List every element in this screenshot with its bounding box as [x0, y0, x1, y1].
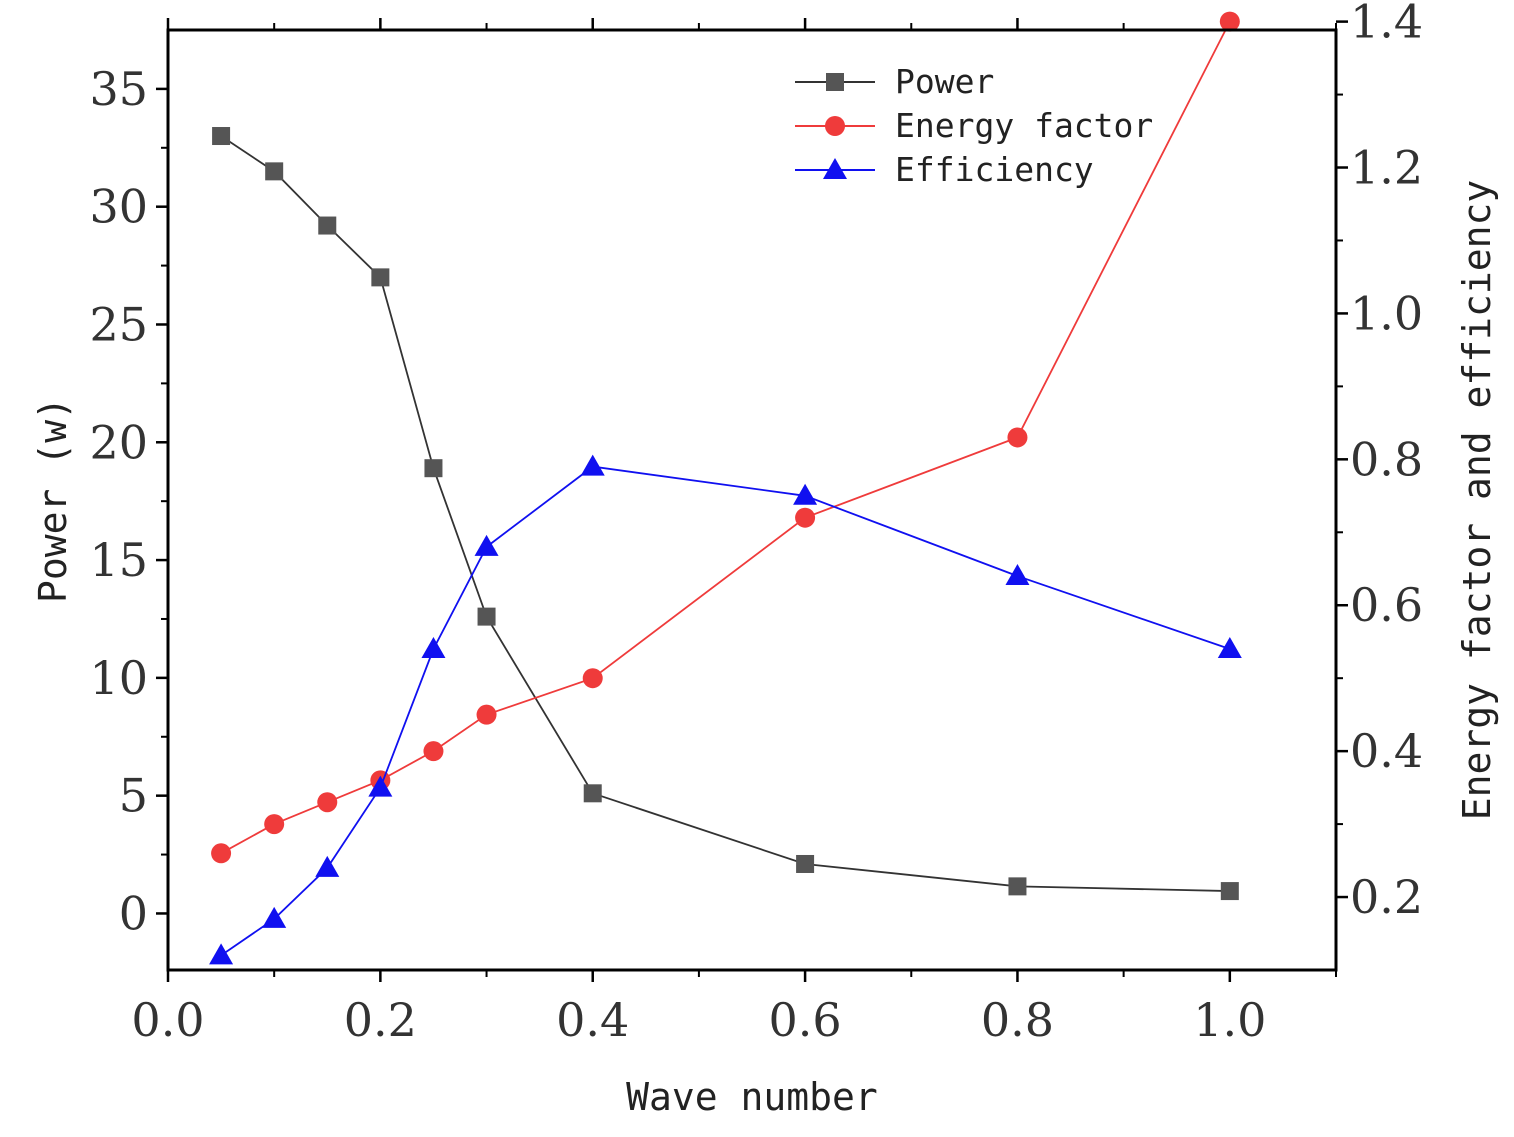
legend-label: Energy factor — [895, 106, 1153, 145]
y-left-tick-label: 25 — [89, 297, 148, 351]
y-left-tick-label: 10 — [89, 651, 148, 705]
x-axis-title: Wave number — [626, 1075, 878, 1119]
x-tick-label: 0.4 — [556, 993, 629, 1047]
x-tick-label: 1.0 — [1193, 993, 1266, 1047]
data-point — [315, 855, 340, 877]
data-point — [421, 637, 446, 659]
y-axis-right-title: Energy factor and efficiency — [1455, 180, 1499, 821]
y-right-tick-label: 0.4 — [1350, 724, 1423, 778]
series-line — [220, 135, 1230, 892]
data-point — [1008, 877, 1027, 896]
legend-item: Power — [795, 62, 994, 101]
data-point — [368, 775, 393, 797]
data-point — [476, 704, 497, 725]
y-right-tick-label: 1.2 — [1350, 141, 1423, 195]
y-right-tick-label: 1.4 — [1350, 0, 1423, 49]
data-point — [424, 459, 443, 478]
data-point — [1217, 637, 1242, 659]
y-left-tick-label: 0 — [119, 886, 148, 940]
y-left-tick-label: 20 — [89, 415, 148, 469]
legend-label: Power — [895, 62, 994, 101]
data-point — [1220, 882, 1239, 901]
series-energy-factor — [211, 11, 1240, 864]
data-point — [318, 216, 337, 235]
data-point — [265, 162, 284, 181]
data-point — [580, 454, 605, 476]
data-point — [582, 668, 603, 689]
y-right-tick-label: 0.8 — [1350, 432, 1423, 486]
data-point — [1219, 11, 1240, 32]
data-point — [796, 854, 815, 873]
data-point — [1007, 427, 1028, 448]
y-left-tick-label: 15 — [89, 533, 148, 587]
data-point — [477, 607, 496, 626]
y-left-tick-label: 35 — [89, 62, 148, 116]
y-right-tick-label: 0.2 — [1350, 870, 1423, 924]
data-point — [317, 792, 338, 813]
legend-label: Efficiency — [895, 150, 1094, 189]
series-line — [220, 465, 1231, 957]
y-right-tick-label: 0.6 — [1350, 578, 1423, 632]
data-point — [211, 843, 232, 864]
data-point — [1005, 564, 1030, 586]
y-axis-left-title: Power (w) — [31, 397, 75, 603]
data-point — [474, 534, 499, 556]
data-point — [262, 906, 287, 928]
data-point — [212, 127, 231, 146]
x-tick-label: 0.0 — [131, 993, 204, 1047]
legend-item: Efficiency — [795, 150, 1094, 189]
y-right-tick-label: 1.0 — [1350, 286, 1423, 340]
legend-item: Energy factor — [795, 106, 1153, 145]
data-point — [793, 483, 818, 505]
series-efficiency — [209, 454, 1242, 965]
series-layer — [209, 11, 1242, 965]
x-tick-label: 0.2 — [344, 993, 417, 1047]
x-tick-label: 0.6 — [769, 993, 842, 1047]
legend-marker — [823, 158, 847, 179]
series-power — [212, 127, 1239, 901]
data-point — [795, 507, 816, 528]
data-point — [209, 943, 234, 965]
data-point — [583, 784, 602, 803]
data-point — [371, 268, 390, 287]
y-left-tick-label: 30 — [89, 180, 148, 234]
y-left-tick-label: 5 — [119, 769, 148, 823]
legend-marker — [825, 116, 845, 136]
legend: Power Energy factor Efficiency — [795, 62, 1153, 189]
data-point — [423, 741, 444, 762]
plot-frame — [166, 28, 1338, 972]
x-tick-label: 0.8 — [981, 993, 1054, 1047]
axes-layer: 0.0 0.2 0.4 0.6 0.8 1.0 0 5 10 15 20 25 30 35 0.2 0.4 0.… — [89, 0, 1423, 1047]
series-line — [220, 21, 1231, 855]
data-point — [264, 814, 285, 835]
legend-marker — [826, 73, 844, 91]
